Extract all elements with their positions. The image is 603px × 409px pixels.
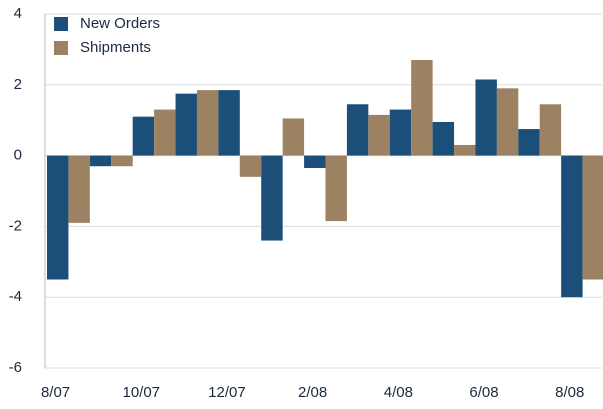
legend-swatch [54,17,68,31]
bar [196,90,219,156]
x-tick-label: 12/07 [208,384,246,401]
bar [325,155,347,222]
y-tick-label: 2 [14,76,22,93]
bar [218,90,240,156]
bar [111,155,133,167]
bar [239,155,262,177]
bar [282,118,305,156]
bar [496,88,519,156]
x-tick-label: 4/08 [384,384,413,401]
bar [346,104,369,156]
bar [132,116,155,156]
x-tick-label: 10/07 [122,384,160,401]
bar [582,155,603,280]
y-tick-label: -4 [9,288,22,305]
x-tick-label: 8/08 [555,384,584,401]
bar [89,155,112,167]
bar [368,114,390,156]
bar [175,93,197,156]
legend-label: Shipments [80,39,151,56]
bar [432,121,455,156]
bar [561,155,583,298]
y-tick-label: 4 [14,5,22,22]
y-tick-label: -2 [9,217,22,234]
legend-label: New Orders [80,15,160,32]
y-tick-label: 0 [14,147,22,164]
bar [261,155,283,241]
x-tick-label: 2/08 [298,384,327,401]
bar [411,60,433,156]
bar [389,109,412,156]
bar [539,104,562,156]
x-tick-label: 6/08 [469,384,498,401]
y-tick-label: -6 [9,359,22,376]
bar [518,129,540,156]
legend-swatch [54,41,68,55]
bar [47,155,69,280]
bar [304,155,326,168]
x-tick-label: 8/07 [41,384,70,401]
bar [68,155,90,223]
bar [454,144,476,156]
bar [154,109,176,156]
bar [475,79,497,156]
